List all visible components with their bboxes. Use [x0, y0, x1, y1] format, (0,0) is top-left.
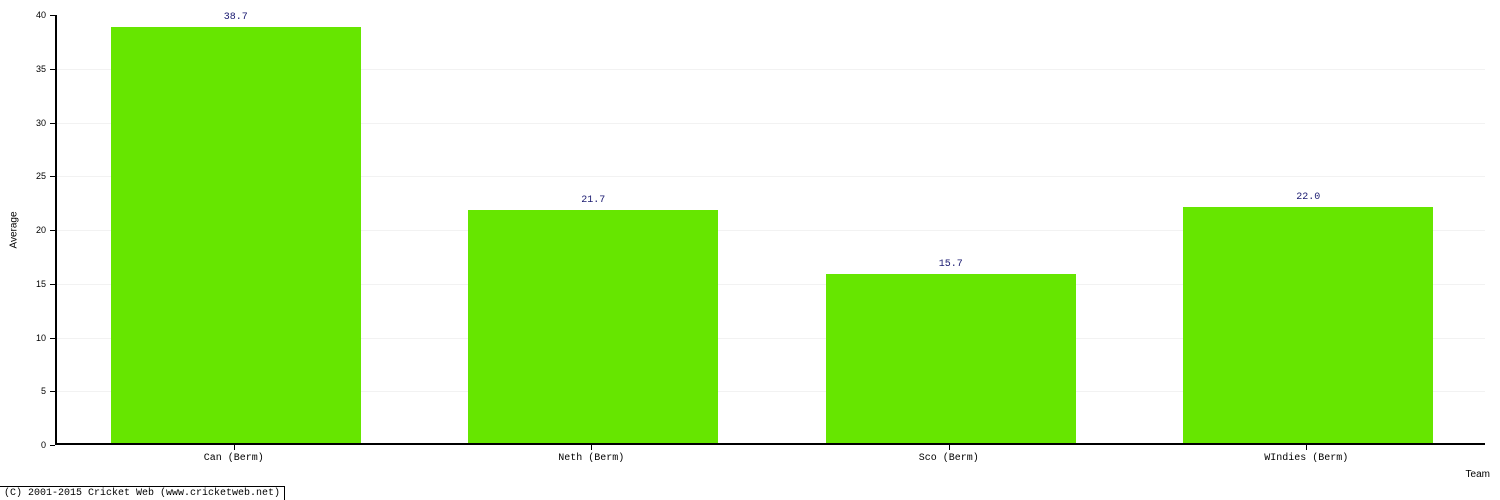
x-tick-mark [949, 445, 950, 450]
y-tick-mark [50, 284, 55, 285]
x-category-label: Can (Berm) [204, 453, 264, 464]
y-tick-mark [50, 15, 55, 16]
x-category-label: Neth (Berm) [558, 453, 624, 464]
x-category-label: WIndies (Berm) [1264, 453, 1348, 464]
bar-value-label: 22.0 [1296, 192, 1320, 203]
bar-value-label: 15.7 [939, 259, 963, 270]
x-tick-mark [234, 445, 235, 450]
y-tick-mark [50, 230, 55, 231]
x-category-label: Sco (Berm) [919, 453, 979, 464]
y-tick-mark [50, 445, 55, 446]
y-tick-mark [50, 123, 55, 124]
y-tick-label: 0 [22, 440, 46, 450]
bar [826, 274, 1076, 443]
chart-frame: 38.7 21.7 15.7 22.0 0 5 10 15 20 25 30 35 40 Average C… [0, 0, 1500, 500]
x-tick-mark [591, 445, 592, 450]
y-tick-mark [50, 391, 55, 392]
plot-area: 38.7 21.7 15.7 22.0 [55, 15, 1485, 445]
x-axis-title: Team [1466, 469, 1490, 480]
bar-value-label: 21.7 [581, 195, 605, 206]
y-tick-label: 40 [22, 10, 46, 20]
x-tick-mark [1306, 445, 1307, 450]
y-tick-mark [50, 176, 55, 177]
copyright-label: (C) 2001-2015 Cricket Web (www.cricketwe… [0, 486, 285, 500]
bar [468, 210, 718, 443]
y-tick-label: 10 [22, 333, 46, 343]
y-tick-label: 5 [22, 386, 46, 396]
bar-value-label: 38.7 [224, 12, 248, 23]
y-tick-label: 15 [22, 279, 46, 289]
y-tick-label: 25 [22, 171, 46, 181]
y-tick-label: 30 [22, 118, 46, 128]
y-axis-title: Average [9, 211, 20, 248]
y-tick-mark [50, 69, 55, 70]
y-tick-mark [50, 338, 55, 339]
bar [111, 27, 361, 443]
y-tick-label: 35 [22, 64, 46, 74]
bar [1183, 207, 1433, 444]
y-tick-label: 20 [22, 225, 46, 235]
